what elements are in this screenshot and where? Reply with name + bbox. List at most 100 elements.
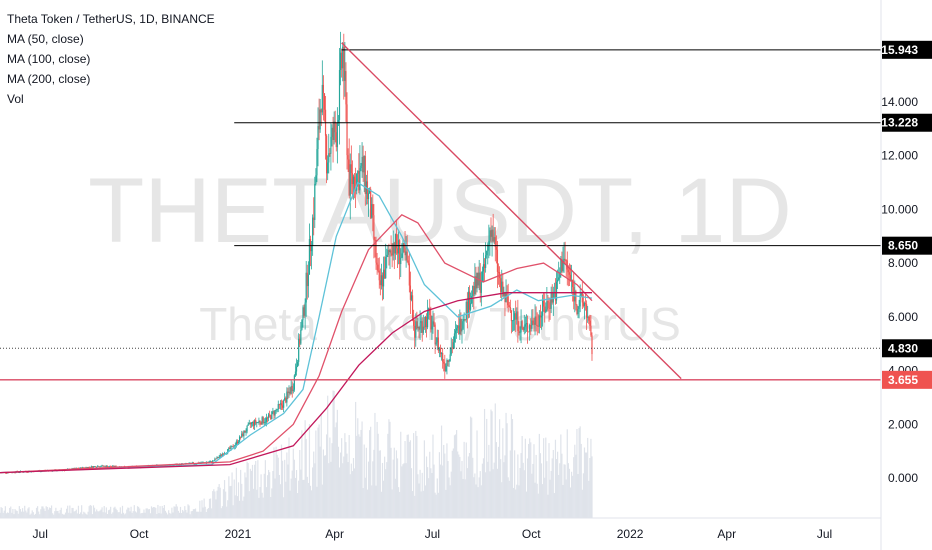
volume-bar xyxy=(460,471,462,518)
candle-body xyxy=(270,415,272,420)
volume-bar xyxy=(422,490,424,518)
candle-body xyxy=(461,328,463,332)
candle-body xyxy=(517,311,519,331)
time-axis[interactable]: Jul Oct 2021 Apr Jul Oct 2022 Apr Jul xyxy=(0,517,881,541)
volume-bar xyxy=(526,458,529,518)
volume-bar xyxy=(382,480,385,518)
candle-body xyxy=(173,464,175,466)
candle-body xyxy=(343,46,345,81)
volume-bar xyxy=(56,511,58,518)
volume-bar xyxy=(510,414,513,518)
candle-body xyxy=(538,315,540,327)
candle-body xyxy=(569,274,572,282)
candle-body xyxy=(328,153,330,163)
candle-body xyxy=(424,316,427,327)
candle-body xyxy=(255,420,257,424)
volume-bar xyxy=(77,505,80,518)
candle-body xyxy=(478,272,480,286)
volume-bar xyxy=(301,430,303,518)
volume-bar xyxy=(458,454,460,518)
volume-bar xyxy=(503,462,505,518)
volume-bar xyxy=(318,424,320,518)
volume-bar xyxy=(442,465,444,518)
volume-bar xyxy=(502,428,504,518)
candle-body xyxy=(351,173,353,185)
legend-ma50[interactable]: MA (50, close) xyxy=(7,32,84,46)
volume-bar xyxy=(487,461,489,518)
volume-bar xyxy=(512,487,515,518)
time-tick-label: Apr xyxy=(325,527,344,541)
candle-body xyxy=(215,458,217,460)
volume-bar xyxy=(248,491,250,518)
candle-body xyxy=(467,291,470,315)
volume-bar xyxy=(272,470,274,518)
candle-body xyxy=(321,84,323,113)
candle-body xyxy=(288,391,290,393)
volume-bar xyxy=(17,513,19,518)
volume-bar xyxy=(348,435,350,518)
volume-bar xyxy=(528,443,530,518)
candle-body xyxy=(491,229,493,237)
volume-bar xyxy=(71,507,73,518)
volume-bar xyxy=(52,513,54,518)
volume-bar xyxy=(75,509,77,518)
candle-body xyxy=(433,321,435,325)
volume-bar xyxy=(41,506,43,518)
volume-bar xyxy=(86,514,88,518)
price-level-label-bg xyxy=(882,370,932,389)
candle-body xyxy=(481,271,484,283)
candle-body xyxy=(407,260,409,264)
price-axis[interactable]: 14.00012.00010.0008.0006.0004.0002.0000.… xyxy=(880,0,932,550)
volume-bar xyxy=(209,498,212,518)
volume-bar xyxy=(443,444,445,518)
volume-bar xyxy=(112,512,114,518)
legend-ma100[interactable]: MA (100, close) xyxy=(7,52,91,66)
volume-bar xyxy=(483,408,486,518)
volume-bar xyxy=(310,490,313,518)
candle-body xyxy=(453,333,456,343)
candle-body xyxy=(466,301,468,315)
volume-bar xyxy=(401,466,403,518)
volume-bar xyxy=(69,505,71,518)
volume-bar xyxy=(23,511,25,518)
volume-bar xyxy=(553,493,555,518)
legend-vol[interactable]: Vol xyxy=(7,92,24,106)
candle-body xyxy=(373,215,375,240)
candle-body xyxy=(318,126,320,130)
time-tick-label: Oct xyxy=(522,527,541,541)
volume-bar xyxy=(432,434,434,518)
volume-bar xyxy=(14,509,16,518)
candle-body xyxy=(411,295,414,319)
legend-ma200[interactable]: MA (200, close) xyxy=(7,72,91,86)
candle-body xyxy=(475,276,477,289)
volume-bar xyxy=(572,475,574,518)
volume-bar xyxy=(180,513,183,518)
candle-body xyxy=(525,323,528,325)
volume-bar xyxy=(199,500,201,518)
volume-bar xyxy=(211,508,213,518)
volume-bar xyxy=(471,417,473,518)
candle-body xyxy=(93,466,96,468)
candle-body xyxy=(423,326,425,328)
candle-body xyxy=(416,321,418,329)
volume-bar xyxy=(265,487,268,518)
volume-bar xyxy=(88,506,90,518)
volume-bar xyxy=(103,506,105,518)
volume-bar xyxy=(493,462,495,518)
volume-bar xyxy=(244,472,246,518)
volume-bar xyxy=(505,412,507,518)
candle-body xyxy=(515,313,517,320)
candle-body xyxy=(419,322,421,330)
volume-bar xyxy=(173,506,175,518)
candle-body xyxy=(586,304,588,318)
volume-bar xyxy=(389,421,391,518)
volume-bar xyxy=(386,462,388,518)
volume-bar xyxy=(78,513,81,518)
candle-body xyxy=(337,119,340,123)
candle-body xyxy=(87,467,89,469)
drawings xyxy=(0,42,881,381)
volume-bar xyxy=(176,506,178,518)
volume-bar xyxy=(161,505,163,518)
volume-bar xyxy=(106,514,109,518)
